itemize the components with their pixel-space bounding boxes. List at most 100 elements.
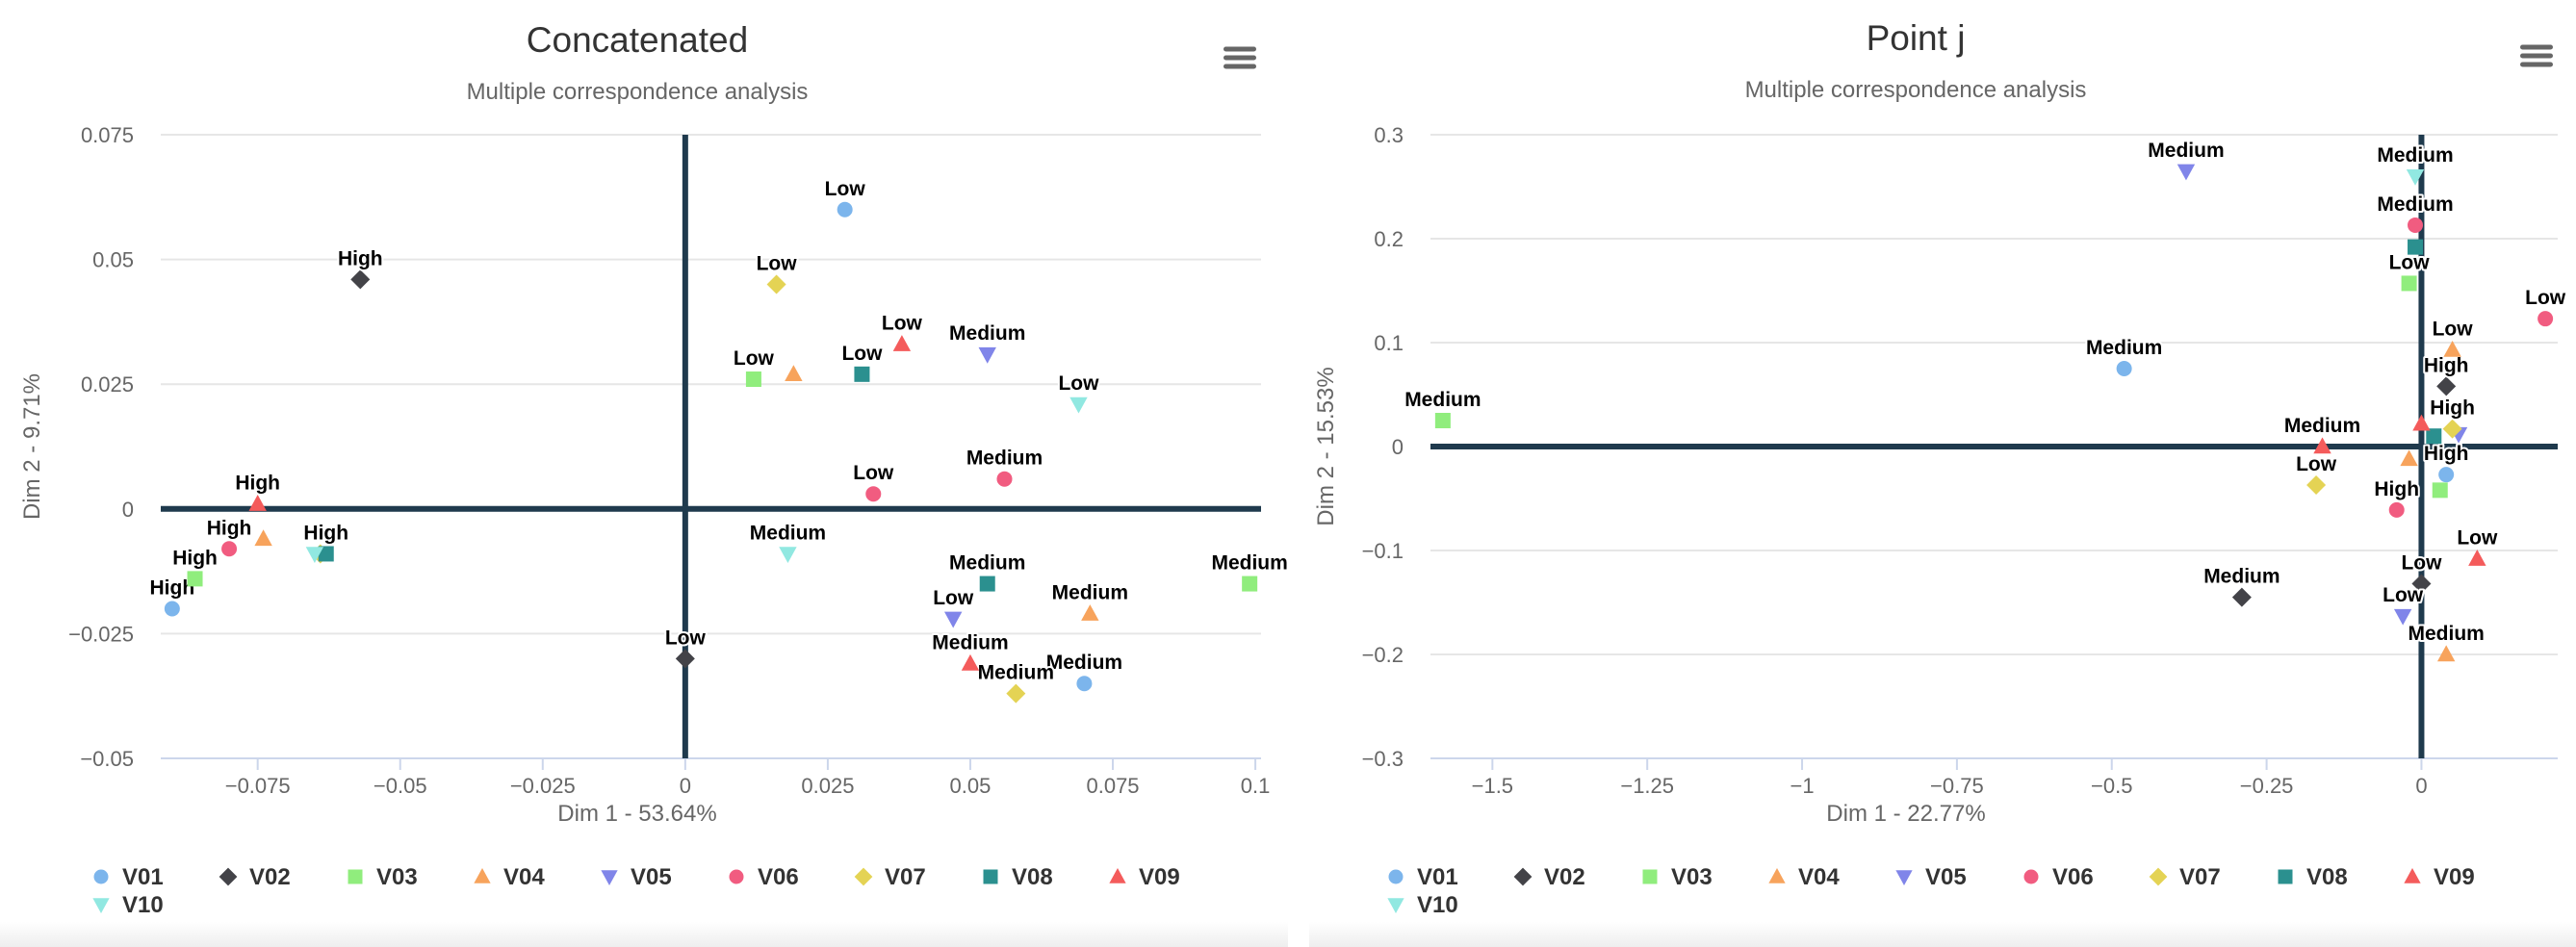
legend-item-v04[interactable]: V04 [474, 864, 545, 890]
y-tick-label: −0.2 [1362, 643, 1404, 667]
data-point-v06 [996, 471, 1013, 487]
data-point-v10 [2406, 169, 2425, 186]
data-point-v01 [1076, 676, 1093, 692]
legend-item-v01[interactable]: V01 [93, 864, 164, 890]
data-label: Low [665, 627, 707, 649]
data-label: Medium [2148, 140, 2224, 162]
chart-subtitle: Multiple correspondence analysis [1745, 77, 2087, 103]
data-point-v09 [892, 335, 912, 351]
data-point-v09 [248, 495, 267, 511]
legend-item-v02[interactable]: V02 [219, 864, 291, 890]
data-label: Low [1058, 372, 1099, 395]
legend-item-v03[interactable]: V03 [348, 864, 418, 890]
legend-label: V05 [1925, 864, 1967, 890]
y-tick-label: −0.3 [1362, 747, 1404, 771]
data-point-v05 [943, 611, 963, 628]
x-axis-title: Dim 1 - 53.64% [557, 801, 716, 827]
y-tick-label: 0.025 [81, 372, 134, 397]
data-point-v09 [2468, 550, 2486, 566]
data-label: Low [757, 253, 798, 275]
data-label: Medium [2409, 623, 2485, 645]
data-label: Low [2389, 251, 2431, 273]
chart-point-j: Point j Multiple correspondence analysis −… [1313, 18, 2568, 918]
legend-marker-v08 [983, 869, 998, 884]
data-label: High [207, 517, 252, 539]
x-axis-title: Dim 1 - 22.77% [1826, 801, 1985, 827]
legend-label: V07 [2179, 864, 2221, 890]
x-tick-label: −1.25 [1620, 774, 1674, 798]
legend-marker-v01 [93, 869, 109, 884]
data-label: Medium [949, 322, 1025, 345]
legend-item-v09[interactable]: V09 [1109, 864, 1180, 890]
data-label: Medium [2086, 337, 2162, 359]
data-point-v06 [865, 486, 882, 502]
data-point-v02 [2436, 376, 2457, 397]
legend-item-v05[interactable]: V05 [1895, 864, 1967, 890]
x-tick-label: −0.75 [1930, 774, 1984, 798]
legend-marker-v09 [2404, 868, 2421, 883]
legend-item-v02[interactable]: V02 [1513, 864, 1585, 890]
data-label: High [150, 576, 195, 599]
legend-item-v01[interactable]: V01 [1388, 864, 1458, 890]
data-point-v08 [854, 366, 870, 382]
chart-panel-concatenated: Concatenated Multiple correspondence anal… [0, 20, 1288, 947]
legend-label: V03 [376, 864, 418, 890]
legend-item-v09[interactable]: V09 [2404, 864, 2475, 890]
legend-item-v06[interactable]: V06 [2023, 864, 2094, 890]
data-label: Medium [978, 662, 1054, 684]
x-tick-label: −0.075 [225, 774, 291, 798]
legend-label: V05 [631, 864, 672, 890]
data-point-v04 [254, 529, 272, 547]
legend-label: V01 [122, 864, 164, 890]
data-point-v03 [745, 371, 761, 388]
y-tick-label: 0.075 [81, 123, 134, 147]
data-label: High [172, 547, 218, 569]
legend-item-v07[interactable]: V07 [2149, 864, 2221, 890]
y-tick-label: −0.025 [68, 622, 134, 646]
legend-item-v03[interactable]: V03 [1642, 864, 1713, 890]
legend-item-v04[interactable]: V04 [1768, 864, 1840, 890]
data-point-v03 [1434, 413, 1451, 428]
legend-label: V07 [885, 864, 926, 890]
data-point-v03 [2432, 482, 2448, 499]
data-point-v04 [2400, 449, 2418, 467]
data-label: High [2424, 354, 2469, 376]
chart-title: Point j [1867, 18, 1966, 58]
legend-item-v10[interactable]: V10 [1387, 892, 1458, 918]
data-label: High [235, 473, 280, 495]
hamburger-menu-icon[interactable] [2515, 37, 2558, 75]
legend-item-v08[interactable]: V08 [2278, 864, 2348, 890]
data-point-v06 [2537, 311, 2554, 327]
legend-item-v08[interactable]: V08 [983, 864, 1053, 890]
x-tick-label: −0.25 [2240, 774, 2294, 798]
legend-marker-v07 [2149, 867, 2168, 886]
data-label: Medium [1046, 652, 1122, 674]
legend-item-v07[interactable]: V07 [854, 864, 926, 890]
legend-item-v06[interactable]: V06 [729, 864, 799, 890]
data-label: Low [2525, 287, 2566, 309]
data-label: Low [825, 178, 866, 200]
hamburger-menu-icon[interactable] [1219, 38, 1261, 77]
legend-marker-v06 [729, 869, 744, 884]
legend-label: V06 [758, 864, 799, 890]
legend-item-v05[interactable]: V05 [601, 864, 672, 890]
legend-item-v10[interactable]: V10 [92, 892, 164, 918]
data-label: Medium [1404, 389, 1481, 411]
data-label: Low [882, 313, 923, 335]
data-point-v08 [2426, 428, 2442, 445]
data-label: Low [2401, 552, 2442, 575]
data-point-v08 [318, 546, 334, 562]
data-point-v04 [1081, 604, 1099, 621]
y-tick-label: −0.1 [1362, 539, 1404, 563]
data-point-v06 [2388, 501, 2405, 518]
legend-marker-v07 [854, 867, 873, 886]
data-label: Low [853, 462, 894, 484]
legend-label: V02 [249, 864, 291, 890]
x-tick-label: 0 [680, 774, 691, 798]
data-label: High [303, 522, 348, 544]
legend-marker-v04 [1768, 868, 1786, 883]
data-label: Medium [932, 632, 1008, 654]
x-tick-label: 0.025 [801, 774, 854, 798]
data-label: High [338, 247, 383, 269]
legend-label: V06 [2052, 864, 2094, 890]
